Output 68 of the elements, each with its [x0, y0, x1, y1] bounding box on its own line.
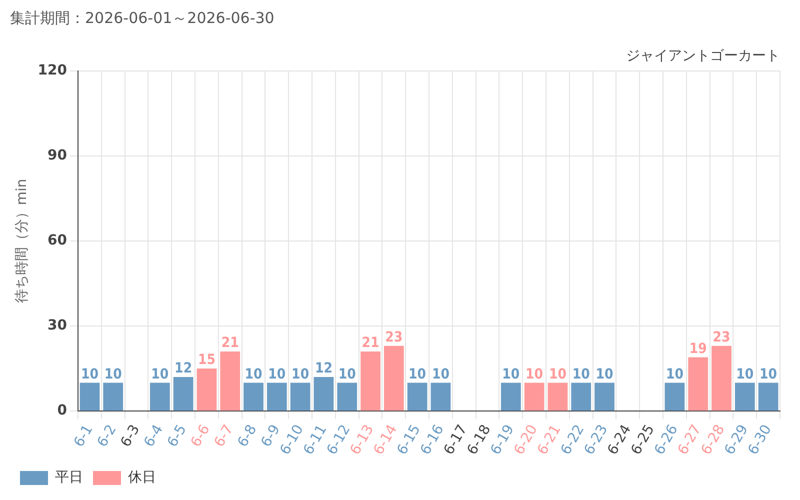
- x-tick-label: 6-3: [118, 422, 144, 450]
- data-label: 23: [385, 330, 403, 346]
- data-label: 10: [104, 366, 122, 382]
- x-tick-label: 6-2: [94, 422, 120, 450]
- bar: [524, 382, 544, 411]
- bar: [266, 382, 287, 411]
- bar: [290, 382, 310, 411]
- data-label: 10: [151, 366, 169, 382]
- data-label: 10: [572, 366, 590, 382]
- data-label: 10: [268, 366, 286, 382]
- y-tick-label: 0: [57, 402, 68, 419]
- data-label: 10: [548, 366, 567, 382]
- bar: [244, 382, 264, 411]
- bar: [360, 352, 380, 411]
- bar: [758, 382, 778, 411]
- y-tick-label: 90: [48, 148, 68, 164]
- bar: [571, 382, 592, 411]
- data-label: 10: [526, 366, 544, 382]
- data-label: 19: [689, 340, 707, 357]
- bar: [688, 357, 708, 411]
- data-label: 10: [244, 366, 263, 382]
- bar: [500, 382, 521, 411]
- data-label: 10: [292, 366, 310, 382]
- x-tick-label: 6-5: [164, 422, 190, 450]
- data-label: 10: [760, 366, 778, 382]
- chart-subtitle: ジャイアントゴーカート: [626, 48, 780, 64]
- bar: [196, 368, 217, 411]
- x-tick-label: 6-6: [188, 422, 214, 450]
- bar: [173, 377, 194, 411]
- data-label: 12: [314, 360, 332, 377]
- data-label: 10: [666, 366, 684, 382]
- y-axis-title: 待ち時間（分）min: [14, 178, 30, 304]
- bar: [150, 382, 170, 411]
- y-tick-label: 60: [48, 232, 68, 249]
- bar: [734, 382, 755, 411]
- x-tick-label: 6-4: [141, 422, 167, 450]
- bar: [430, 382, 451, 411]
- bar: [407, 382, 428, 411]
- legend-label: 平日: [55, 470, 83, 486]
- y-tick-label: 120: [38, 62, 68, 78]
- data-label: 12: [174, 360, 192, 377]
- bar: [103, 382, 124, 411]
- x-tick-label: 6-8: [234, 422, 260, 450]
- y-tick-label: 30: [48, 318, 68, 334]
- data-label: 10: [502, 366, 520, 382]
- bar: [548, 382, 568, 411]
- x-tick-label: 6-1: [71, 422, 96, 450]
- legend-label: 休日: [128, 470, 156, 486]
- data-label: 15: [198, 352, 216, 368]
- bar: [80, 382, 100, 411]
- bar: [594, 382, 614, 411]
- bar: [664, 382, 685, 411]
- data-label: 21: [362, 335, 380, 352]
- data-label: 10: [338, 366, 356, 382]
- data-label: 10: [80, 366, 99, 382]
- bar: [712, 346, 732, 411]
- data-label: 21: [221, 335, 239, 352]
- data-label: 10: [736, 366, 754, 382]
- bar: [220, 352, 240, 411]
- data-label: 10: [596, 366, 614, 382]
- data-label: 10: [432, 366, 450, 382]
- x-tick-label: 6-7: [211, 422, 237, 450]
- bar: [337, 382, 358, 411]
- bar: [314, 377, 334, 411]
- data-label: 23: [712, 330, 730, 346]
- chart-title: 集計期間：2026-06-01～2026-06-30: [10, 8, 274, 27]
- data-label: 10: [408, 366, 426, 382]
- bar: [384, 346, 404, 411]
